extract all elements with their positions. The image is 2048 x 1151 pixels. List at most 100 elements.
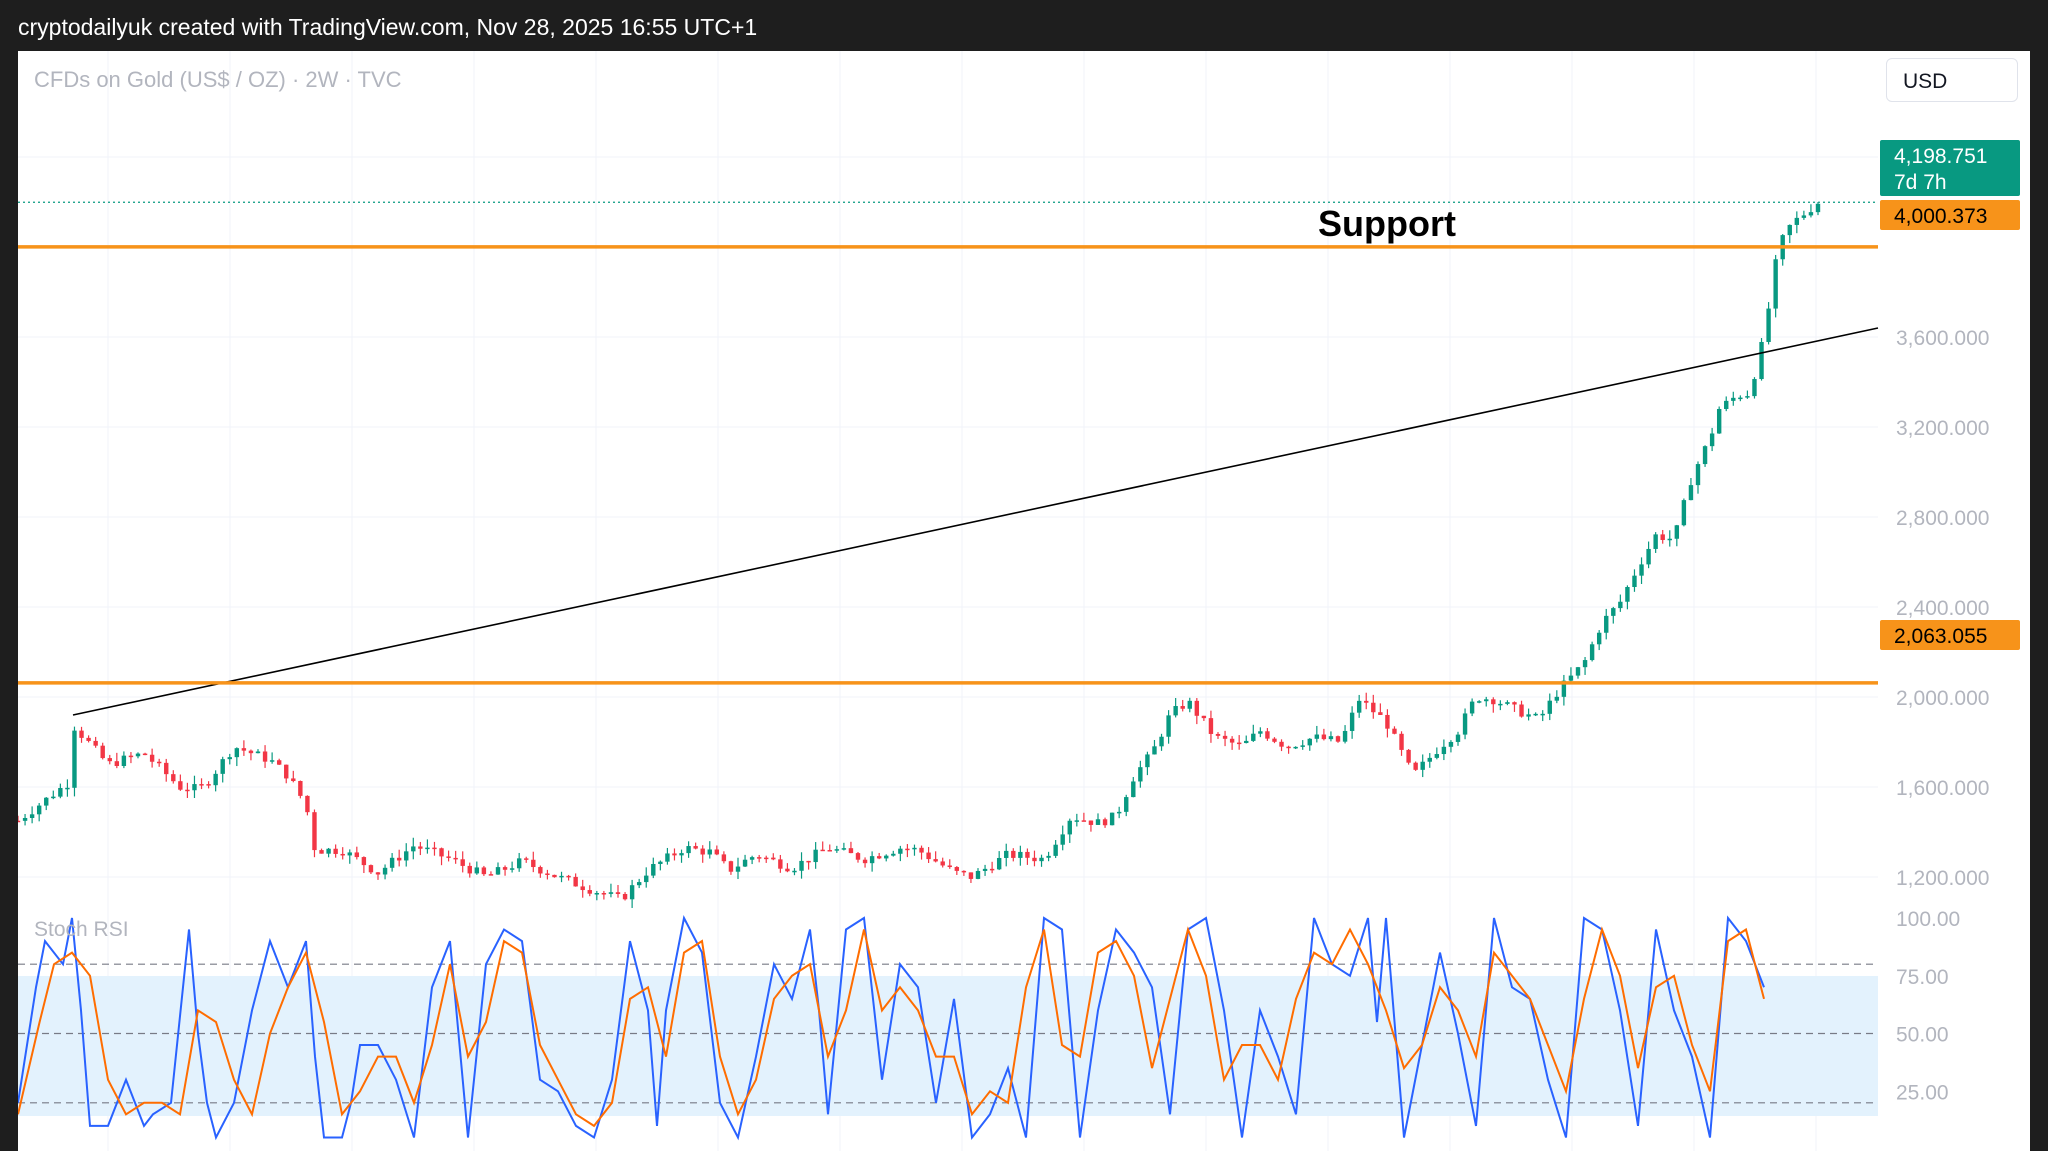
candle-body <box>1752 379 1757 397</box>
candle-body <box>1307 738 1312 746</box>
candle-body <box>785 868 790 872</box>
candle-body <box>474 867 480 874</box>
candle-body <box>1561 680 1567 697</box>
candle-body <box>1074 820 1080 822</box>
candle-body <box>340 853 345 856</box>
candle-body <box>898 848 903 854</box>
candle-body <box>1688 485 1694 501</box>
candle-body <box>1378 712 1383 715</box>
candle-body <box>1286 746 1291 749</box>
candle-body <box>1533 713 1538 716</box>
gold-price-chart[interactable]: Support 4,400.0003,600.0003,200.0002,800… <box>18 51 2030 1151</box>
candle-body <box>1300 745 1305 747</box>
candle-body <box>771 857 776 860</box>
candle-body <box>1568 675 1574 681</box>
candle-body <box>1674 525 1680 539</box>
candle-body <box>961 870 967 873</box>
candle-body <box>333 848 338 854</box>
candle-body <box>1011 850 1016 858</box>
candle-body <box>1236 742 1242 745</box>
candle-body <box>396 857 402 861</box>
candle-body <box>58 787 63 797</box>
candle-body <box>926 852 931 860</box>
candle-body <box>1145 754 1150 768</box>
candle-body <box>1131 781 1136 798</box>
candle-body <box>516 858 522 869</box>
stoch-axis-tick: 50.00 <box>1896 1024 1949 1047</box>
stoch-axis-tick: 25.00 <box>1896 1081 1949 1104</box>
candle-body <box>573 876 578 887</box>
candle-body <box>326 848 331 854</box>
last-price-label: 4,198.751 <box>1894 145 1987 168</box>
candle-body <box>975 870 981 879</box>
watermark-text: cryptodailyuk created with TradingView.c… <box>18 14 758 40</box>
candle-body <box>213 773 218 786</box>
candle-body <box>509 868 515 870</box>
candle-body <box>1759 341 1764 380</box>
candle-body <box>1004 850 1009 858</box>
candle-body <box>1039 857 1044 862</box>
candle-body <box>686 846 691 854</box>
currency-selector[interactable]: USD <box>1886 58 2018 102</box>
stoch-rsi-title[interactable]: Stoch RSI <box>34 918 129 941</box>
price-axis-tick: 1,200.000 <box>1896 867 1989 890</box>
countdown-label: 7d 7h <box>1894 171 1947 194</box>
candle-body <box>1681 500 1687 526</box>
candle-body <box>284 764 289 779</box>
candle-body <box>714 849 720 855</box>
candle-body <box>1406 749 1411 763</box>
candle-body <box>65 787 70 790</box>
chart-panel[interactable]: Support 4,400.0003,600.0003,200.0002,800… <box>18 51 2030 1151</box>
candle-body <box>1505 702 1510 704</box>
candle-body <box>1695 464 1701 486</box>
candle-body <box>1738 397 1743 400</box>
candle-body <box>86 737 91 741</box>
candle-body <box>1342 730 1348 742</box>
symbol-title[interactable]: CFDs on Gold (US$ / OZ) · 2W · TVC <box>34 67 402 92</box>
candle-body <box>1589 644 1595 661</box>
candle-body <box>1526 714 1531 717</box>
candle-body <box>1328 736 1334 740</box>
candle-body <box>1293 746 1298 749</box>
candle-body <box>241 748 247 751</box>
candle-body <box>756 857 762 859</box>
stoch-axis-tick: 75.00 <box>1896 966 1949 989</box>
candle-body <box>848 848 854 854</box>
candle-body <box>1032 857 1037 862</box>
candle-body <box>1088 820 1094 825</box>
candle-body <box>1808 212 1814 216</box>
price-axis-tick: 2,400.000 <box>1896 597 1989 620</box>
candle-body <box>1787 224 1792 236</box>
candle-body <box>1152 746 1157 755</box>
upper-support-badge <box>1880 200 2020 230</box>
candle-body <box>1229 738 1235 743</box>
stoch-k-line <box>18 914 1765 1141</box>
candle-body <box>1364 700 1369 703</box>
price-axis-tick: 2,000.000 <box>1896 687 1989 710</box>
candle-body <box>651 864 656 876</box>
candle-body <box>1025 851 1030 858</box>
price-axis-tick: 3,200.000 <box>1896 417 1989 440</box>
candle-body <box>255 751 261 754</box>
candle-body <box>1081 820 1087 822</box>
candle-body <box>375 872 381 875</box>
candle-body <box>742 859 748 867</box>
candle-body <box>100 745 105 759</box>
price-badges: 4,198.751 7d 7h 4,000.373 2,063.055 <box>1880 140 2020 650</box>
candle-body <box>1498 703 1503 706</box>
candle-body <box>1371 702 1376 713</box>
candle-body <box>411 846 416 852</box>
candle-body <box>1519 704 1524 717</box>
candle-body <box>418 846 423 849</box>
candle-body <box>538 867 543 874</box>
candle-body <box>114 761 120 766</box>
candle-body <box>291 778 296 782</box>
candle-body <box>36 805 42 815</box>
candle-body <box>135 753 141 757</box>
candle-body <box>728 861 734 872</box>
candle-body <box>1215 733 1221 736</box>
candle-body <box>1194 700 1200 716</box>
candle-body <box>869 856 875 864</box>
candle-body <box>806 860 811 863</box>
candle-body <box>566 875 571 878</box>
